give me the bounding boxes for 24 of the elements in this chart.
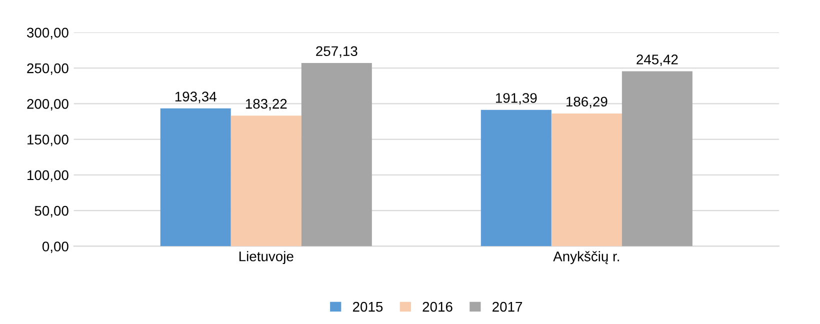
data-label: 245,42 (636, 54, 678, 66)
data-label: 257,13 (316, 46, 358, 58)
data-label: 191,39 (496, 93, 537, 105)
data-label: 186,29 (566, 96, 608, 108)
bar (230, 116, 302, 246)
bar (480, 110, 552, 246)
y-tick-label: 100,00 (28, 170, 68, 182)
y-tick-label: 0,00 (42, 242, 68, 254)
bar (160, 108, 231, 246)
data-label: 183,22 (246, 98, 287, 110)
legend-label: 2016 (422, 302, 452, 312)
y-tick-label: 200,00 (27, 99, 68, 110)
y-tick-label: 150,00 (28, 134, 68, 146)
bar (301, 62, 372, 246)
x-tick-label: Anykščių r. (553, 251, 619, 264)
legend-label: 2017 (492, 302, 522, 312)
x-tick-label: Lietuvoje (239, 251, 294, 264)
y-tick-label: 50,00 (34, 206, 68, 218)
y-tick-label: 300,00 (26, 28, 68, 40)
bar (551, 113, 622, 246)
bar (622, 71, 692, 246)
data-label: 193,34 (175, 92, 216, 104)
y-tick-label: 250,00 (27, 63, 68, 75)
legend-label: 2015 (352, 302, 383, 312)
